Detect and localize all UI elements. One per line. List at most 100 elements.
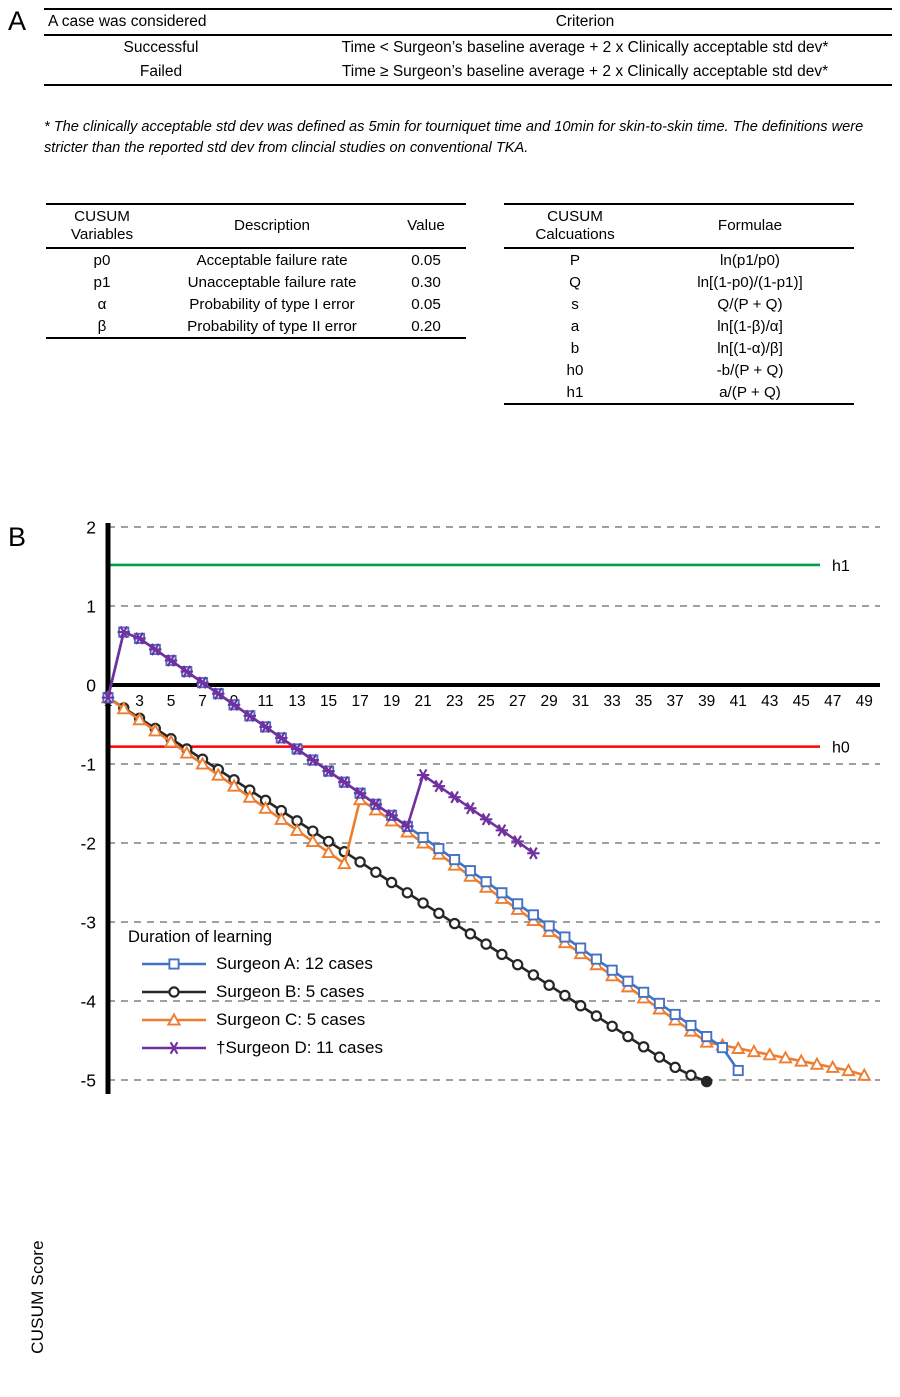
- data-point: [133, 632, 146, 645]
- x-axis-tick: 21: [414, 693, 431, 710]
- x-axis-tick: 15: [320, 693, 337, 710]
- data-point: [196, 676, 209, 689]
- x-axis-tick: 13: [288, 693, 305, 710]
- data-point: [432, 779, 446, 793]
- x-axis-tick: 25: [477, 693, 494, 710]
- data-point: [306, 753, 320, 767]
- cell-description: Probability of type II error: [158, 315, 386, 340]
- y-axis-tick: 1: [86, 597, 96, 617]
- data-point: [243, 709, 256, 723]
- data-point: [401, 887, 414, 899]
- data-point: [637, 1041, 650, 1053]
- data-point: [274, 811, 289, 825]
- table-row: p0 Acceptable failure rate 0.05: [46, 247, 466, 272]
- data-point: [685, 1019, 697, 1032]
- data-point: [512, 898, 524, 910]
- x-axis-tick: 45: [793, 693, 810, 710]
- data-point: [354, 856, 366, 868]
- legend-label: †Surgeon D: 11 cases: [216, 1038, 383, 1057]
- data-point: [574, 1000, 587, 1012]
- cell-calculation: b: [570, 339, 580, 357]
- table-row: h0 -b/(P + Q): [504, 359, 854, 381]
- x-axis-tick: 33: [604, 693, 621, 710]
- table-row: α Probability of type I error 0.05: [46, 293, 466, 315]
- data-point: [606, 1020, 618, 1032]
- data-point: [685, 1069, 697, 1081]
- cell-calculation: P: [504, 247, 646, 272]
- x-axis-tick: 41: [730, 693, 747, 710]
- column-header-description: Description: [158, 202, 386, 249]
- cusum-calculations-table: CUSUM Calcuations Formulae P ln(p1/p0) Q…: [504, 202, 854, 406]
- x-axis-tick: 7: [198, 693, 207, 710]
- table-row: p1 Unacceptable failure rate 0.30: [46, 271, 466, 293]
- cell-criterion-successful: Time < Surgeon’s baseline average + 2 x …: [278, 34, 892, 60]
- data-point: [622, 975, 634, 987]
- data-point: [701, 1031, 713, 1043]
- data-point: [559, 989, 571, 1002]
- data-point: [163, 734, 179, 748]
- cell-case-failed: Failed: [44, 60, 278, 86]
- data-point: [416, 768, 430, 782]
- data-point: [211, 767, 226, 781]
- data-point: [168, 958, 180, 970]
- data-point: [242, 789, 258, 803]
- table-row: s Q/(P + Q): [504, 293, 854, 315]
- table-row: Successful Time < Surgeon’s baseline ave…: [44, 34, 892, 60]
- data-point: [559, 931, 571, 943]
- table-header-row: A case was considered Criterion: [44, 8, 892, 35]
- data-point: [259, 720, 272, 734]
- data-point: [226, 778, 242, 792]
- data-point: [606, 964, 618, 976]
- data-point: [385, 809, 398, 822]
- data-point: [227, 698, 241, 711]
- data-point: [168, 986, 180, 998]
- column-header-value: Value: [386, 202, 466, 249]
- y-axis-tick: -1: [80, 755, 96, 775]
- cell-formula: a/(P + Q): [646, 381, 854, 406]
- criterion-table: A case was considered Criterion Successf…: [44, 8, 892, 86]
- data-point: [700, 1075, 713, 1088]
- cell-formula: ln[(1-α)/β]: [717, 339, 783, 357]
- y-axis-tick: -5: [80, 1071, 96, 1091]
- y-axis-tick: -2: [80, 834, 96, 854]
- data-point: [809, 1056, 825, 1070]
- column-header-case: A case was considered: [44, 8, 278, 35]
- legend-label: Surgeon C: 5 cases: [216, 1010, 365, 1029]
- table-row: h1 a/(P + Q): [504, 381, 854, 406]
- cell-calculation: s: [571, 295, 579, 313]
- data-point: [117, 625, 130, 639]
- data-point: [590, 1010, 603, 1022]
- data-point: [762, 1047, 777, 1061]
- data-point: [289, 822, 305, 836]
- x-axis-tick: 31: [572, 693, 589, 710]
- cell-value: 0.20: [386, 315, 466, 340]
- data-point: [496, 887, 508, 899]
- x-axis-tick: 19: [383, 693, 400, 710]
- cusum-plot-svg: 210-1-2-3-4-5h1h013579111315171921232527…: [80, 518, 880, 1094]
- cell-case-successful: Successful: [44, 34, 278, 60]
- data-point: [417, 897, 429, 909]
- data-point: [638, 986, 650, 998]
- legend-label: Surgeon A: 12 cases: [216, 954, 373, 973]
- data-point: [857, 1067, 872, 1081]
- y-axis-tick: -4: [80, 992, 96, 1012]
- data-point: [321, 844, 336, 859]
- cell-variable: p1: [93, 273, 111, 291]
- data-point: [195, 756, 210, 770]
- data-point: [575, 942, 587, 954]
- data-point: [622, 1030, 634, 1043]
- data-point: [495, 824, 509, 837]
- table-header-row: CUSUM Variables Description Value: [46, 202, 466, 249]
- data-point: [480, 876, 492, 888]
- data-point: [353, 786, 367, 800]
- data-point: [433, 842, 445, 855]
- data-point: [179, 745, 194, 759]
- data-point: [448, 790, 461, 804]
- cell-variable: β: [46, 315, 158, 340]
- cell-criterion-failed: Time ≥ Surgeon’s baseline average + 2 x …: [278, 60, 892, 86]
- x-axis-tick: 23: [446, 693, 463, 710]
- cell-value: 0.30: [411, 273, 441, 291]
- cell-formula: -b/(P + Q): [716, 361, 784, 379]
- cell-formula: ln[(1-β)/α]: [717, 317, 783, 335]
- data-point: [433, 907, 445, 920]
